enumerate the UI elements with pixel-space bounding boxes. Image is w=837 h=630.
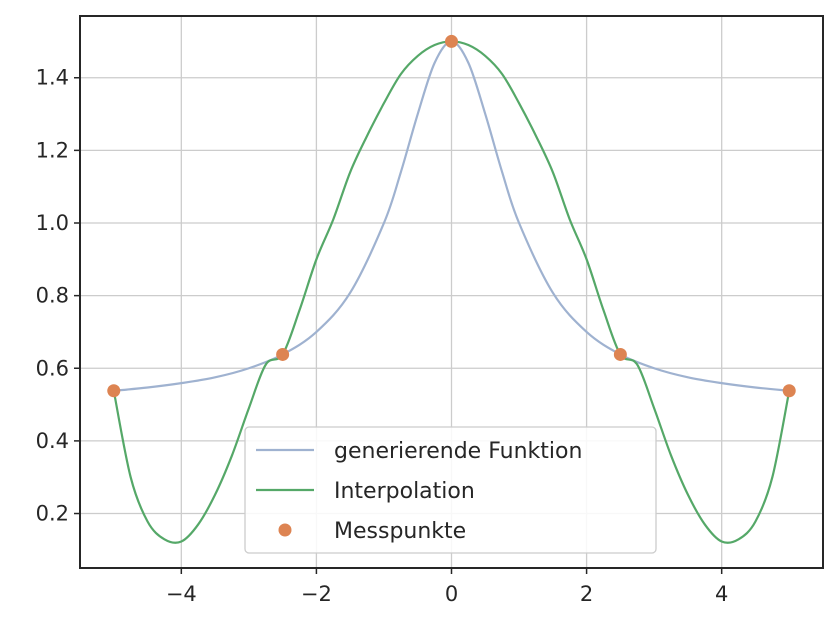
data-point-messpunkte [445,34,458,48]
x-tick-label: 2 [580,582,593,606]
legend-label: generierende Funktion [334,439,582,464]
series-layer [107,34,796,544]
legend-swatch [278,523,292,537]
y-tick-label: 1.2 [36,138,69,162]
y-tick-label: 1.4 [36,66,69,90]
y-tick-label: 0.2 [36,502,69,526]
legend-label: Messpunkte [334,519,466,544]
y-tick-label: 1.0 [36,211,69,235]
x-axis: −4 −2 0 2 4 [166,568,728,606]
grid [80,16,823,568]
legend: generierende Funktion Interpolation Messpu… [244,426,657,554]
x-tick-label: 4 [715,582,728,606]
legend-label: Interpolation [334,479,475,504]
data-point-messpunkte [276,347,290,361]
data-point-messpunkte [782,384,796,398]
x-tick-label: −4 [166,582,197,606]
x-tick-label: 0 [445,582,458,606]
data-point-messpunkte [613,347,627,361]
y-tick-label: 0.4 [36,429,69,453]
legend-box [244,426,657,554]
x-tick-label: −2 [301,582,332,606]
y-tick-label: 0.8 [36,284,69,308]
y-tick-label: 0.6 [36,356,69,380]
data-point-messpunkte [107,384,121,398]
y-axis: 0.2 0.4 0.6 0.8 1.0 1.2 1.4 [36,66,80,526]
